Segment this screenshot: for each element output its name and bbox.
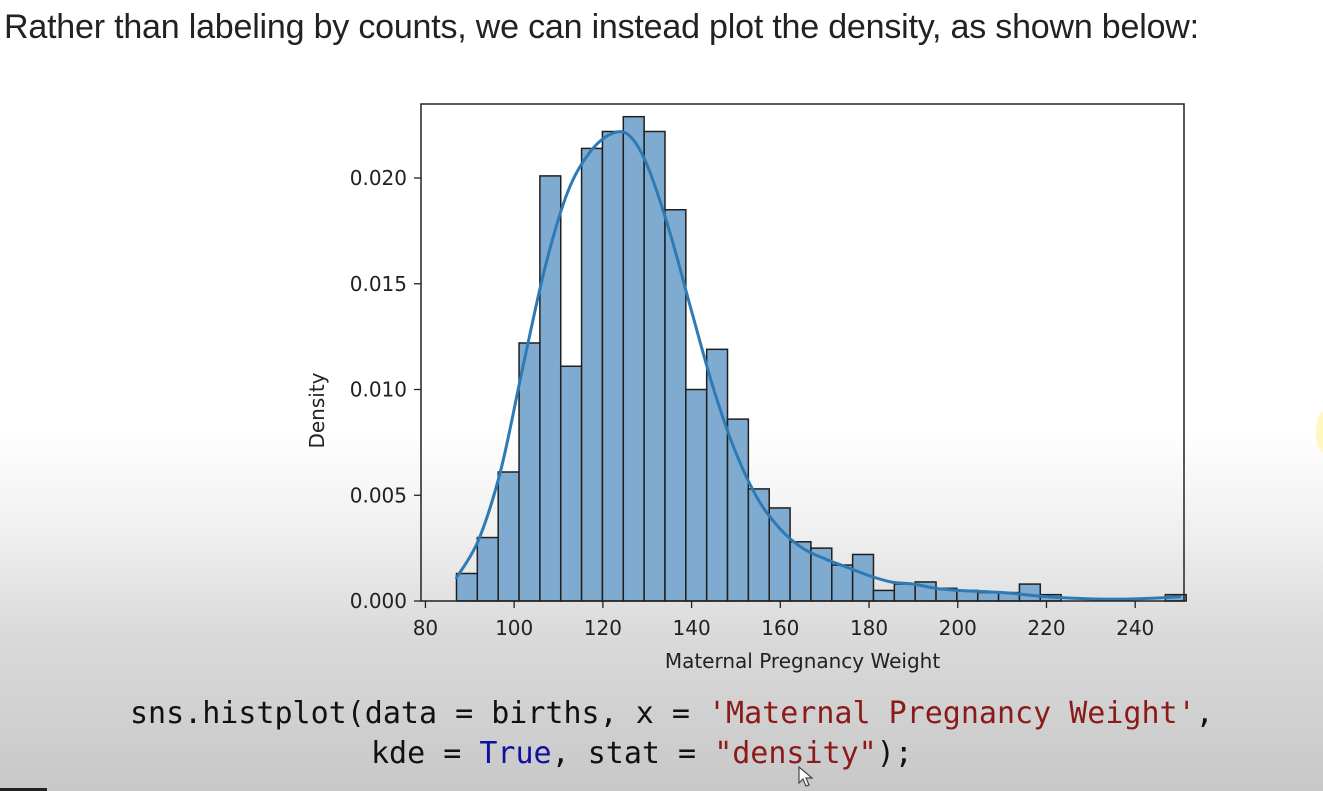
density-histogram-chart: 80 100 120 140 160 180 200 220 240 0.0000.0050.0… xyxy=(0,0,1323,680)
histogram-bar xyxy=(456,574,477,601)
histogram-bar xyxy=(832,565,853,601)
code-segment: , stat = xyxy=(552,736,715,771)
code-segment: ); xyxy=(877,736,913,771)
y-tick-label: 0.005 xyxy=(350,483,407,507)
code-line-1: sns.histplot(data = births, x = 'Materna… xyxy=(130,696,1214,731)
histogram-bar xyxy=(477,538,498,601)
x-axis-ticks: 80 100 120 140 160 180 200 220 240 xyxy=(413,601,1155,640)
y-tick-label: 0.000 xyxy=(350,589,407,613)
code-string: "density" xyxy=(714,736,877,771)
histogram-bar xyxy=(853,554,874,601)
code-line-2: kde = True, stat = "density"); xyxy=(371,736,913,771)
x-tick-label: 240 xyxy=(1116,616,1154,640)
histogram-bar xyxy=(707,349,728,601)
histogram-bar xyxy=(561,366,582,601)
x-tick-label: 220 xyxy=(1027,616,1065,640)
histogram-bar xyxy=(582,148,603,601)
code-string: 'Maternal Pregnancy Weight' xyxy=(708,696,1196,731)
histogram-bar xyxy=(686,390,707,601)
histogram-bar xyxy=(748,489,769,601)
histogram-bar xyxy=(540,176,561,601)
histogram-bar xyxy=(873,590,894,601)
histogram-bar xyxy=(623,117,644,601)
y-axis-ticks: 0.000 0.005 0.010 0.015 0.020 xyxy=(350,166,421,613)
code-segment: kde = xyxy=(371,736,479,771)
x-tick-label: 120 xyxy=(584,616,622,640)
x-tick-label: 140 xyxy=(673,616,711,640)
histogram-bar xyxy=(978,593,999,601)
y-tick-label: 0.010 xyxy=(350,378,407,402)
histogram-bars xyxy=(456,117,1186,601)
y-axis-label: Density xyxy=(305,372,329,448)
code-segment: , xyxy=(1196,696,1214,731)
histogram-bar xyxy=(665,210,686,601)
x-tick-label: 160 xyxy=(761,616,799,640)
code-keyword: True xyxy=(479,736,551,771)
y-tick-label: 0.015 xyxy=(350,272,407,296)
histogram-bar xyxy=(602,131,623,601)
code-segment: sns.histplot(data = births, x = xyxy=(130,696,708,731)
histogram-bar xyxy=(894,584,915,601)
mouse-cursor-icon xyxy=(798,766,814,788)
histogram-bar xyxy=(728,419,749,601)
histogram-bar xyxy=(498,472,519,601)
histogram-bar xyxy=(1019,584,1040,601)
x-tick-label: 100 xyxy=(495,616,533,640)
y-tick-label: 0.020 xyxy=(350,166,407,190)
x-tick-label: 180 xyxy=(850,616,888,640)
x-axis-label: Maternal Pregnancy Weight xyxy=(665,649,941,673)
histogram-bar xyxy=(519,343,540,601)
x-tick-label: 200 xyxy=(939,616,977,640)
x-tick-label: 80 xyxy=(413,616,438,640)
